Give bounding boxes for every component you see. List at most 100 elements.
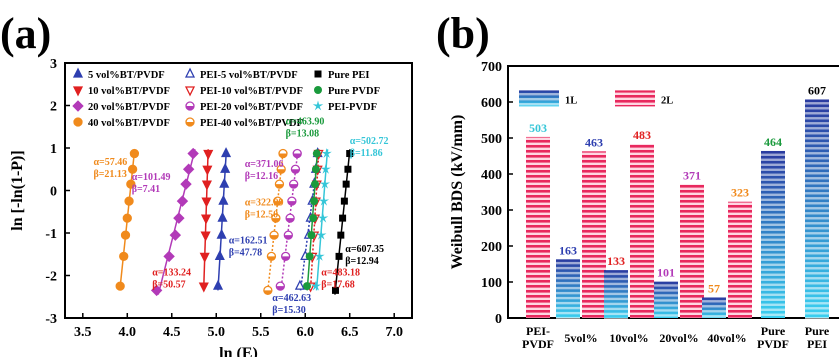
- bar-stripe: [761, 203, 785, 206]
- data-point: [200, 231, 211, 242]
- legend-entry-1l: 1L: [565, 95, 577, 106]
- bar-stripe: [761, 178, 785, 181]
- data-point: [314, 86, 322, 94]
- legend-entry: 5 vol%BT/PVDF: [88, 70, 165, 81]
- bar-stripe: [761, 283, 785, 286]
- data-point: [219, 177, 230, 188]
- bar-stripe: [805, 192, 829, 195]
- bar-stripe: [604, 302, 628, 306]
- data-point: [340, 197, 348, 205]
- category-label: PEI-: [526, 324, 550, 338]
- data-point: [346, 150, 354, 158]
- data-point: [337, 231, 345, 239]
- bar-2L: [526, 136, 550, 318]
- bar-value-label: 371: [683, 168, 701, 182]
- y-tick-label: 700: [481, 60, 502, 75]
- annotation-text: α=162.51: [229, 236, 268, 247]
- annotation-text: α=463.90: [286, 117, 325, 128]
- bar-fill: [702, 297, 726, 318]
- bar-stripe: [805, 222, 829, 225]
- marker-half: [273, 201, 282, 206]
- swatch-stripe: [519, 93, 559, 96]
- bar-stripe: [761, 268, 785, 271]
- data-point: [201, 197, 212, 208]
- bar-stripe: [805, 152, 829, 155]
- bar-stripe: [556, 296, 580, 300]
- data-point: [182, 163, 195, 175]
- bar-stripe: [761, 183, 785, 186]
- data-point: [203, 149, 214, 160]
- data-point: [331, 286, 339, 294]
- marker-half: [271, 218, 280, 223]
- series-2: [150, 147, 199, 297]
- data-point: [303, 282, 312, 291]
- bar-stripe: [761, 263, 785, 266]
- bar-stripe: [654, 299, 678, 302]
- data-point: [184, 86, 196, 97]
- bar-stripe: [761, 198, 785, 201]
- bar-stripe: [761, 218, 785, 221]
- bar-stripe: [761, 228, 785, 231]
- bar-stripe: [805, 162, 829, 165]
- data-point: [180, 178, 192, 190]
- bar-value-label: 607: [808, 83, 826, 97]
- y-axis-label: ln [-ln(1-P)]: [9, 150, 26, 230]
- marker-half: [126, 184, 135, 189]
- bar-value-label: 323: [731, 186, 749, 200]
- series-0: [212, 147, 232, 291]
- y-tick-label: 0: [495, 312, 502, 327]
- swatch-stripe: [519, 98, 559, 101]
- bar-stripe: [805, 212, 829, 215]
- marker-half: [116, 286, 125, 291]
- bar-stripe: [761, 188, 785, 191]
- y-tick-label: 400: [481, 168, 502, 183]
- bar-stripe: [761, 273, 785, 276]
- marker-half: [270, 235, 279, 240]
- bar-stripe: [805, 182, 829, 185]
- bar-stripe: [805, 122, 829, 125]
- legend-entry: Pure PEI: [328, 70, 370, 81]
- bar-value-label: 463: [585, 135, 603, 149]
- bar-stripe: [761, 293, 785, 296]
- bar-stripe: [556, 276, 580, 280]
- bar-stripe: [805, 317, 829, 320]
- bar-stripe: [556, 266, 580, 270]
- data-point: [120, 230, 131, 240]
- data-point: [72, 100, 84, 112]
- bar-stripe: [805, 232, 829, 235]
- bar-stripe: [761, 163, 785, 166]
- bar-fill: [680, 184, 704, 318]
- bar-stripe: [604, 307, 628, 311]
- data-point: [169, 229, 182, 241]
- data-point: [335, 252, 343, 260]
- data-point: [216, 228, 227, 239]
- bar-stripe: [761, 308, 785, 311]
- bar-1L: [654, 281, 678, 318]
- bar-stripe: [805, 282, 829, 285]
- bar-stripe: [604, 292, 628, 296]
- data-point: [287, 196, 297, 206]
- bar-stripe: [702, 305, 726, 308]
- data-point: [218, 194, 229, 205]
- bar-stripe: [805, 167, 829, 170]
- bar-2L: [728, 201, 752, 318]
- y-tick-label: -3: [45, 312, 57, 327]
- bar-value-label: 464: [764, 135, 782, 149]
- bar-stripe: [761, 223, 785, 226]
- bar-stripe: [761, 213, 785, 216]
- bar-1L: [761, 150, 785, 318]
- series-7: [263, 148, 288, 296]
- bar-2L: [630, 144, 654, 318]
- annotation-text: β=50.57: [152, 280, 185, 291]
- bar-stripe: [702, 300, 726, 303]
- data-point: [122, 213, 132, 223]
- bar-1L: [702, 297, 726, 318]
- annotation-text: α=133.24: [152, 268, 191, 279]
- marker-half: [128, 169, 137, 174]
- bar-stripe: [761, 253, 785, 256]
- fit-line: [334, 149, 351, 295]
- bar-stripe: [805, 197, 829, 200]
- bar-1L: [556, 259, 580, 320]
- bar-stripe: [702, 315, 726, 318]
